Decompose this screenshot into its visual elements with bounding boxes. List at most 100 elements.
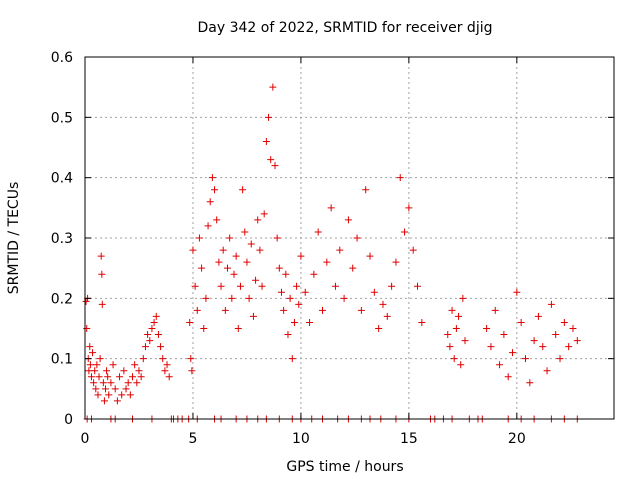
data-point: [239, 186, 247, 194]
data-point: [234, 325, 242, 332]
data-point: [224, 264, 232, 272]
data-point: [148, 325, 156, 332]
data-point: [504, 373, 512, 381]
x-tick-label: 15: [400, 431, 418, 447]
data-point: [260, 210, 268, 218]
data-point: [331, 282, 339, 290]
data-point: [327, 204, 335, 212]
data-point: [254, 216, 262, 224]
data-point: [282, 270, 290, 278]
data-point: [340, 294, 348, 302]
data-point: [530, 337, 538, 345]
data-point: [252, 276, 260, 284]
data-point: [144, 331, 152, 339]
axis-tick-labels: 0 0.1 0.2 0.3 0.4 0.5 0.6 0 5 10 15 20: [51, 50, 526, 447]
data-point: [513, 288, 521, 296]
data-point: [243, 258, 251, 266]
data-point: [565, 343, 573, 351]
data-point: [116, 373, 124, 381]
x-axis-label: GPS time / hours: [286, 459, 403, 475]
data-point: [159, 355, 167, 363]
data-point: [366, 252, 374, 260]
data-point: [457, 361, 465, 369]
data-point: [236, 282, 244, 290]
data-point: [113, 397, 121, 405]
data-point: [93, 361, 101, 369]
data-point: [271, 162, 279, 170]
data-point: [193, 306, 201, 314]
data-point: [353, 234, 361, 242]
data-point: [146, 337, 154, 345]
data-point: [314, 228, 322, 236]
y-tick-label: 0.2: [51, 291, 73, 307]
data-point: [517, 318, 525, 326]
data-point: [249, 312, 257, 320]
data-point: [491, 306, 499, 314]
data-point: [418, 318, 426, 326]
data-point: [543, 367, 551, 375]
data-point: [228, 294, 236, 302]
data-point: [86, 361, 94, 369]
data-point: [163, 361, 171, 369]
data-point: [129, 373, 137, 381]
data-point: [262, 137, 270, 145]
data-point: [219, 246, 227, 254]
data-point: [104, 373, 112, 381]
data-point: [161, 367, 169, 375]
data-point: [118, 391, 126, 399]
data-point: [284, 331, 292, 339]
data-point: [150, 318, 158, 326]
data-point: [226, 234, 234, 242]
data-point: [215, 258, 223, 266]
data-point: [405, 204, 413, 212]
data-point: [157, 343, 165, 351]
data-point: [273, 234, 281, 242]
data-point: [208, 174, 216, 182]
data-point: [288, 355, 296, 363]
data-point: [401, 228, 409, 236]
y-tick-label: 0.6: [51, 50, 73, 66]
data-point: [204, 222, 212, 230]
data-point: [126, 391, 134, 399]
data-point: [344, 216, 352, 224]
axis-ticks: [84, 56, 614, 420]
data-point: [323, 258, 331, 266]
data-point: [91, 367, 99, 375]
data-point: [500, 331, 508, 339]
data-point: [90, 379, 98, 387]
data-point: [286, 294, 294, 302]
data-point: [188, 367, 196, 375]
data-point: [275, 264, 283, 272]
data-point: [92, 385, 100, 393]
data-point: [97, 252, 105, 260]
x-tick-label: 20: [508, 431, 526, 447]
data-point: [521, 355, 529, 363]
data-point: [362, 186, 370, 194]
data-point: [87, 373, 95, 381]
data-point: [83, 325, 91, 332]
data-point: [409, 246, 417, 254]
data-point: [379, 300, 387, 308]
data-point: [187, 355, 195, 363]
data-point: [396, 174, 404, 182]
data-point: [137, 373, 145, 381]
data-point: [96, 355, 104, 363]
y-tick-label: 0.5: [51, 110, 73, 126]
data-point: [111, 385, 119, 393]
data-point: [109, 361, 117, 369]
data-point: [569, 325, 577, 332]
data-point: [547, 300, 555, 308]
y-tick-label: 0: [64, 412, 73, 428]
data-point: [269, 83, 277, 91]
x-tick-label: 10: [292, 431, 310, 447]
data-point: [152, 312, 160, 320]
data-point: [122, 385, 130, 393]
data-point: [267, 156, 275, 164]
data-point: [100, 397, 108, 405]
data-point: [256, 246, 264, 254]
data-point: [461, 337, 469, 345]
data-point: [319, 306, 327, 314]
data-point: [297, 252, 305, 260]
data-point: [230, 270, 238, 278]
